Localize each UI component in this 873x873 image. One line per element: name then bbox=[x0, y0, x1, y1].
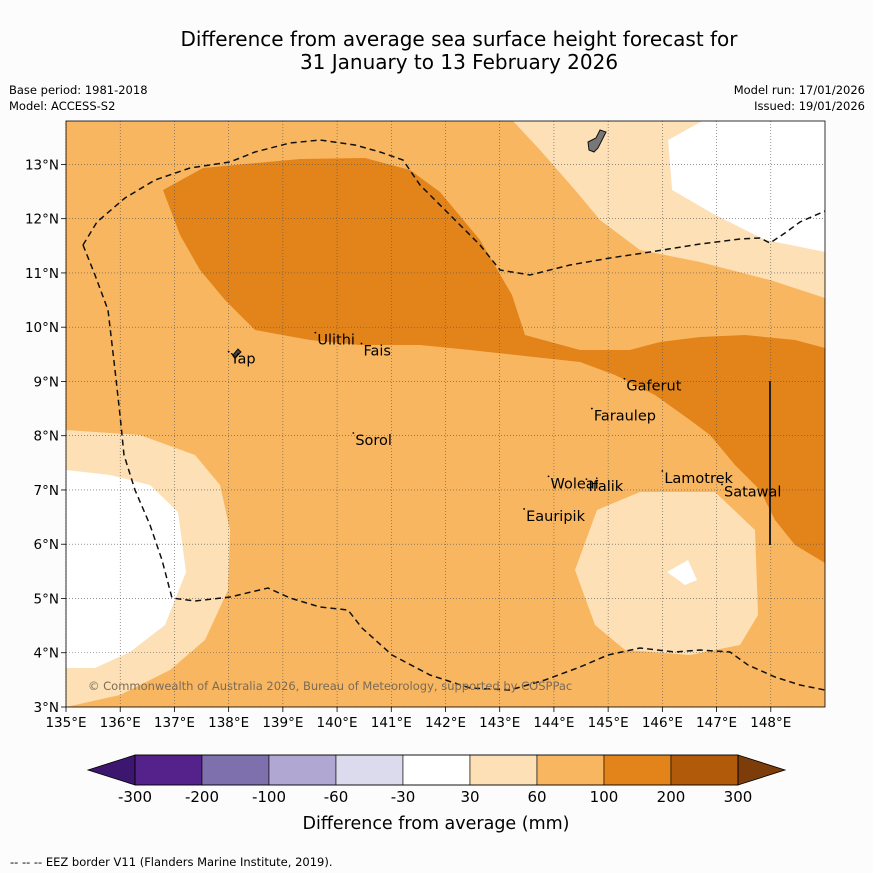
lon-tick-label: 143°E bbox=[479, 715, 520, 731]
model-run: Model run: 17/01/2026 bbox=[733, 83, 865, 97]
place-marker bbox=[661, 470, 664, 472]
colorbar-label: -60 bbox=[323, 788, 349, 806]
issued-date: Issued: 19/01/2026 bbox=[754, 99, 865, 113]
place-marker bbox=[523, 508, 526, 510]
place-marker bbox=[721, 483, 723, 486]
place-label-yap: Yap bbox=[230, 352, 256, 368]
colorbar-segment bbox=[402, 754, 471, 786]
lat-tick-label: 4°N bbox=[34, 646, 59, 662]
colorbar-segment bbox=[603, 754, 672, 786]
lon-tick-label: 135°E bbox=[45, 715, 86, 731]
place-labels: Yap Ulithi Fais Sorol Gaferut Faraulep WoleaiI… bbox=[227, 331, 781, 525]
place-marker bbox=[590, 407, 593, 410]
place-marker bbox=[227, 350, 230, 353]
lat-tick-label: 13°N bbox=[25, 157, 59, 173]
colorbar-segment bbox=[536, 754, 605, 786]
yap-island bbox=[232, 348, 242, 358]
lat-tick-label: 10°N bbox=[25, 320, 59, 336]
base-period: Base period: 1981-2018 bbox=[9, 83, 148, 97]
colorbar-label: -300 bbox=[117, 788, 153, 806]
place-label-satawal: Satawal bbox=[724, 485, 781, 501]
lat-tick-label: 8°N bbox=[34, 429, 59, 445]
place-label-ifalik: Ifalik bbox=[588, 479, 623, 495]
place-label-eauripik: Eauripik bbox=[526, 509, 585, 525]
place-label-gaferut: Gaferut bbox=[626, 379, 681, 395]
lat-tick-label: 7°N bbox=[34, 483, 59, 499]
place-label-ulithi: Ulithi bbox=[317, 333, 355, 349]
colorbar-title: Difference from average (mm) bbox=[302, 814, 570, 834]
colorbar-label: -100 bbox=[251, 788, 287, 806]
lon-tick-label: 141°E bbox=[371, 715, 412, 731]
lon-tick-label: 147°E bbox=[696, 715, 737, 731]
band-30-60-northeast bbox=[513, 121, 825, 298]
lon-tick-label: 145°E bbox=[588, 715, 629, 731]
colorbar-min-arrow bbox=[86, 754, 136, 786]
guam-island bbox=[587, 129, 607, 153]
lon-tick-label: 138°E bbox=[208, 715, 249, 731]
lon-tick-label: 144°E bbox=[533, 715, 574, 731]
lat-tick-label: 6°N bbox=[34, 537, 59, 553]
longitude-axis: 135°E 136°E 137°E 138°E 139°E 140°E 141°E 142°E… bbox=[45, 707, 791, 731]
colorbar-segment bbox=[268, 754, 337, 786]
place-label-sorol: Sorol bbox=[355, 433, 392, 449]
map-title: Difference from average sea surface heig… bbox=[0, 28, 873, 74]
place-label-faraulep: Faraulep bbox=[594, 409, 656, 425]
colorbar-segment bbox=[201, 754, 270, 786]
place-marker bbox=[623, 377, 626, 380]
place-marker bbox=[547, 475, 550, 478]
eez-border bbox=[82, 139, 825, 691]
colorbar-segment bbox=[469, 754, 538, 786]
latitude-axis: 3°N 4°N 5°N 6°N 7°N 8°N 9°N 10°N 11°N 12°N 13°N bbox=[25, 157, 66, 716]
lat-tick-label: 3°N bbox=[34, 700, 59, 716]
band-100-200-north bbox=[163, 158, 825, 563]
copyright-text: © Commonwealth of Australia 2026, Bureau… bbox=[88, 679, 572, 693]
colorbar-label: -200 bbox=[184, 788, 220, 806]
title-line-2: 31 January to 13 February 2026 bbox=[299, 50, 619, 74]
place-label-fais: Fais bbox=[363, 343, 390, 359]
band-neutral-southeast bbox=[667, 560, 697, 585]
colorbar-label: 200 bbox=[656, 788, 686, 806]
colorbar-label: 300 bbox=[723, 788, 753, 806]
eez-credit: -- -- -- EEZ border V11 (Flanders Marine… bbox=[10, 855, 333, 869]
lon-tick-label: 140°E bbox=[317, 715, 358, 731]
place-label-woleai: Woleai bbox=[551, 476, 599, 492]
colorbar-label: 100 bbox=[589, 788, 619, 806]
colorbar bbox=[86, 754, 787, 786]
lon-tick-label: 146°E bbox=[642, 715, 683, 731]
colorbar-max-arrow bbox=[737, 754, 787, 786]
place-marker bbox=[360, 342, 363, 345]
band-neutral-northeast bbox=[668, 121, 825, 252]
colorbar-segment bbox=[670, 754, 739, 786]
colorbar-label: 30 bbox=[460, 788, 480, 806]
lon-tick-label: 137°E bbox=[154, 715, 195, 731]
model-name: Model: ACCESS-S2 bbox=[9, 99, 116, 113]
eez-line-west bbox=[82, 244, 825, 691]
place-marker bbox=[352, 432, 355, 434]
colorbar-segment bbox=[134, 754, 203, 786]
colorbar-segment bbox=[335, 754, 404, 786]
lon-tick-label: 142°E bbox=[425, 715, 466, 731]
lon-tick-label: 136°E bbox=[100, 715, 141, 731]
title-line-1: Difference from average sea surface heig… bbox=[180, 27, 738, 51]
lat-tick-label: 11°N bbox=[25, 266, 59, 282]
band-30-60-southeast bbox=[575, 492, 758, 655]
colorbar-label: 60 bbox=[527, 788, 547, 806]
colorbar-frame bbox=[134, 754, 739, 786]
lon-tick-label: 148°E bbox=[750, 715, 791, 731]
place-label-lamotrek: Lamotrek bbox=[664, 471, 733, 487]
place-marker bbox=[585, 478, 588, 481]
place-marker bbox=[314, 331, 317, 334]
lat-tick-label: 9°N bbox=[34, 374, 59, 390]
lat-tick-label: 5°N bbox=[34, 591, 59, 607]
band-neutral-west bbox=[66, 470, 186, 668]
lon-tick-label: 139°E bbox=[262, 715, 303, 731]
colorbar-label: -30 bbox=[390, 788, 416, 806]
lat-tick-label: 12°N bbox=[25, 212, 59, 228]
